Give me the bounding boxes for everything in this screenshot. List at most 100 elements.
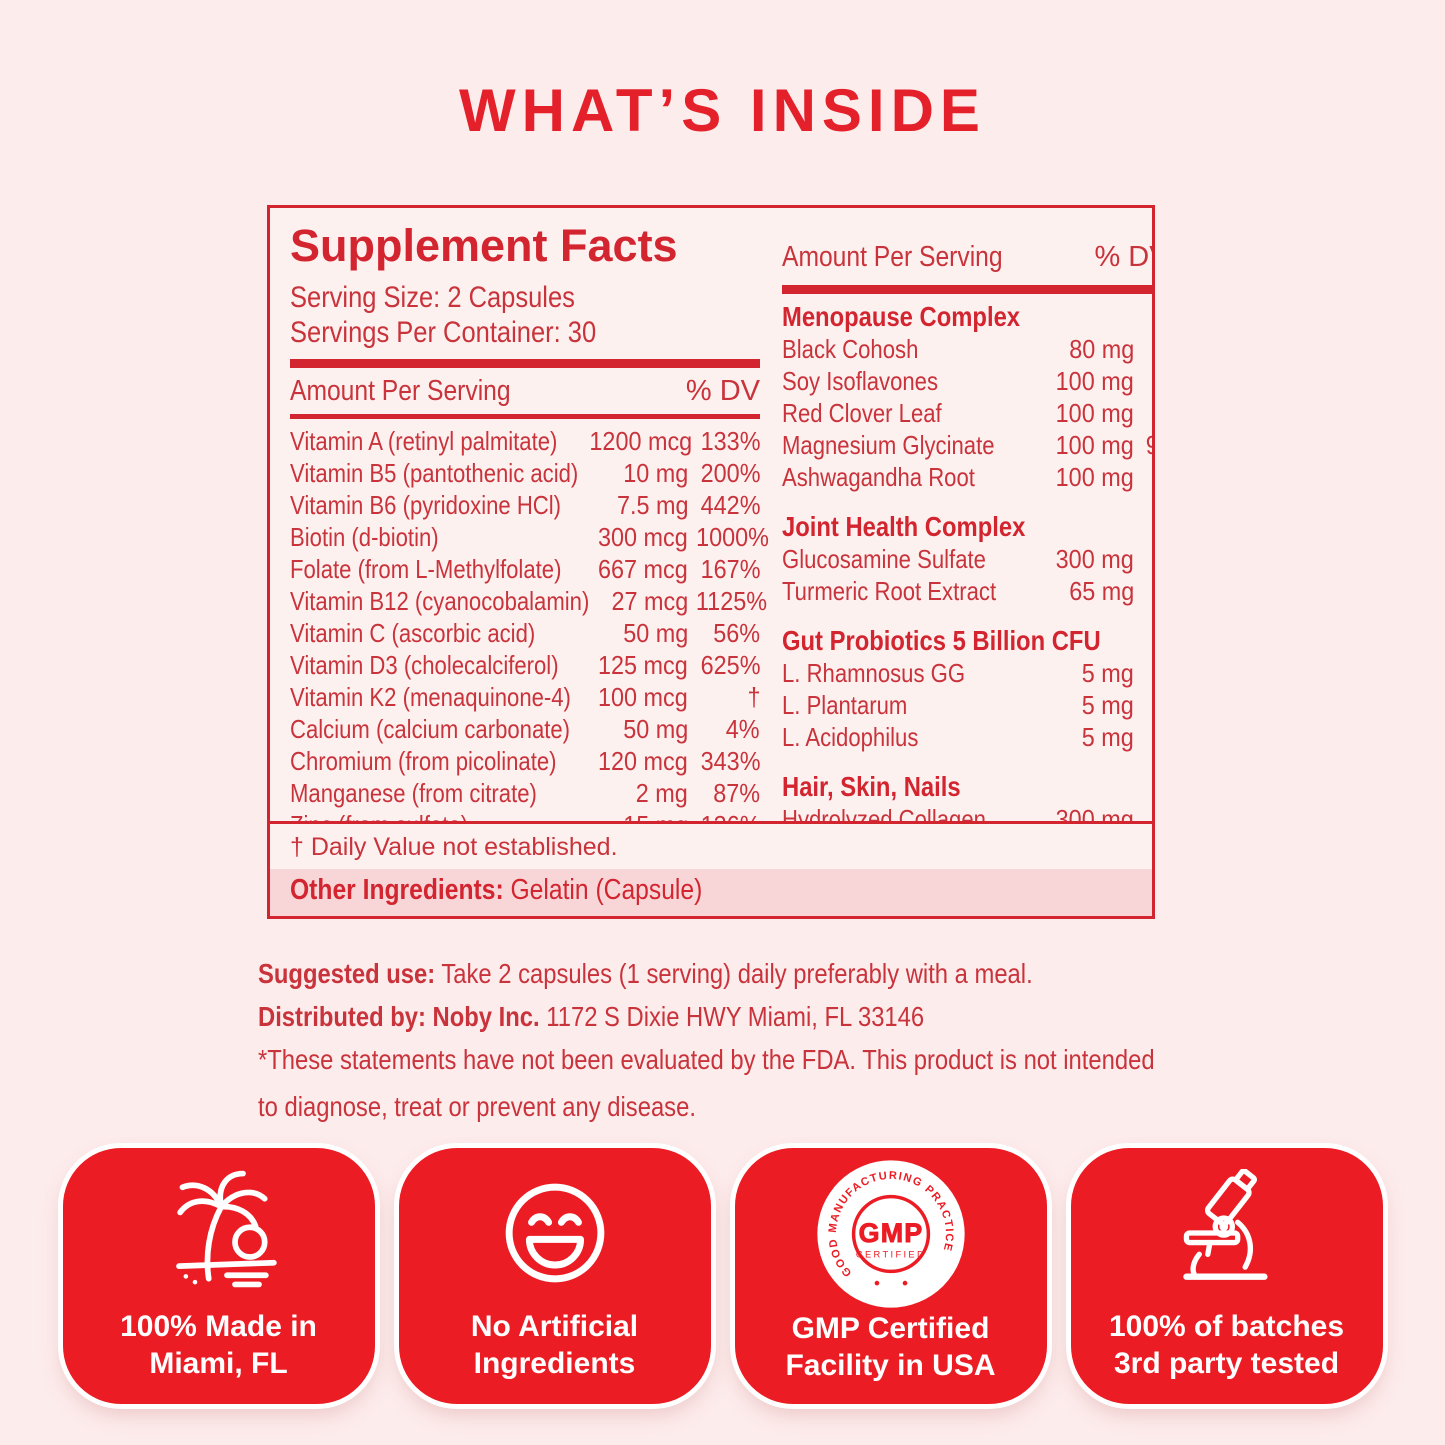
fact-name: Vitamin B12 (cyanocobalamin) <box>290 586 590 616</box>
fact-row: Black Cohosh 80 mg † <box>782 333 1152 365</box>
distributed-by: Distributed by: Noby Inc. 1172 S Dixie H… <box>258 1001 925 1032</box>
fact-dv: 625% <box>700 650 760 680</box>
gmp-seal-icon: GOOD MANUFACTURING PRACTICE GMP CERTIFIE… <box>816 1160 965 1308</box>
percent-dv-label: % DV <box>685 375 760 407</box>
fact-dv: † <box>746 682 760 712</box>
smiley-icon <box>505 1183 604 1283</box>
fact-amount: 5 mg <box>1081 658 1134 688</box>
fda-disclaimer-line-2: to diagnose, treat or prevent any diseas… <box>258 1091 696 1122</box>
fact-amount: 120 mcg <box>598 746 688 776</box>
fact-name: Calcium (calcium carbonate) <box>290 714 571 744</box>
fact-row: Turmeric Root Extract 65 mg † <box>782 575 1152 607</box>
fact-name: Black Cohosh <box>782 334 919 364</box>
fact-amount: 667 mcg <box>598 554 688 584</box>
fact-dv: 87% <box>713 778 760 808</box>
badge-caption: No Artificial Ingredients <box>470 1310 639 1380</box>
fact-amount: 15 mg <box>578 809 688 821</box>
fact-dv: † <box>1134 721 1152 753</box>
daily-value-footnote: † Daily Value not established. <box>270 821 1152 869</box>
left-fact-rows: Vitamin A (retinyl palmitate) 1200 mcg 1… <box>290 425 769 821</box>
fact-name: Ashwagandha Root <box>782 462 975 492</box>
fact-dv: 133% <box>700 426 760 456</box>
fact-dv: 4% <box>726 714 760 744</box>
fact-row: Biotin (d-biotin) 300 mcg 1000% <box>290 521 769 553</box>
fact-name: L. Acidophilus <box>782 722 919 752</box>
badge-no-artificial-ingredients: No Artificial Ingredients <box>398 1148 711 1404</box>
facts-section: Gut Probiotics 5 Billion CFU L. Rhamnosu… <box>782 624 1152 753</box>
divider-bar <box>782 285 1152 294</box>
fact-dv: † <box>1134 689 1152 721</box>
facts-columns: Supplement Facts Serving Size: 2 Capsule… <box>270 208 1152 821</box>
left-column-header: Amount Per Serving % DV <box>290 368 760 414</box>
fact-amount: 300 mcg <box>598 522 688 552</box>
fact-dv: † <box>1134 365 1152 397</box>
fact-dv: † <box>1134 575 1152 607</box>
facts-section-rows: Black Cohosh 80 mg † Soy Isoflavones 100… <box>782 333 1152 493</box>
other-ingredients-value: Gelatin (Capsule) <box>503 874 703 906</box>
fact-row: L. Acidophilus 5 mg † <box>782 721 1152 753</box>
badge-caption: GMP Certified Facility in USA <box>785 1312 996 1382</box>
fact-row: L. Plantarum 5 mg † <box>782 689 1152 721</box>
fact-row: Calcium (calcium carbonate) 50 mg 4% <box>290 713 760 745</box>
fact-amount: 50 mg <box>622 618 688 648</box>
fact-name: Glucosamine Sulfate <box>782 544 986 574</box>
fact-dv: 343% <box>700 746 760 776</box>
fact-amount: 100 mg <box>1055 430 1134 460</box>
fact-amount: 80 mg <box>1068 334 1134 364</box>
fact-name: Vitamin B5 (pantothenic acid) <box>290 458 579 488</box>
fact-name: Soy Isoflavones <box>782 366 939 396</box>
fact-name: Zinc (from sulfate) <box>290 809 578 821</box>
fact-dv: † <box>1134 803 1152 821</box>
fact-amount: 1200 mcg <box>589 426 693 456</box>
fact-amount: 5 mg <box>1081 722 1134 752</box>
facts-section-heading: Joint Health Complex <box>782 511 1026 542</box>
fact-name: L. Plantarum <box>782 690 908 720</box>
right-column-header: Amount Per Serving % DV* <box>782 234 1152 280</box>
fact-row: Chromium (from picolinate) 120 mcg 343% <box>290 745 760 777</box>
fact-amount: 5 mg <box>1081 690 1134 720</box>
fact-row: Ashwagandha Root 100 mg † <box>782 461 1152 493</box>
fact-amount: 50 mg <box>622 714 688 744</box>
fact-row: Zinc (from sulfate) 15 mg 136% <box>290 809 760 821</box>
microscope-icon <box>1182 1169 1268 1280</box>
fact-dv: † <box>1134 397 1152 429</box>
fact-row: Vitamin D3 (cholecalciferol) 125 mcg 625… <box>290 649 760 681</box>
fact-dv: † <box>1134 333 1152 365</box>
fact-amount: 10 mg <box>622 458 688 488</box>
serving-size: Serving Size: 2 Capsules <box>290 281 575 314</box>
fact-name: Manganese (from citrate) <box>290 778 537 808</box>
fact-name: Chromium (from picolinate) <box>290 746 557 776</box>
facts-title: Supplement Facts <box>290 220 678 271</box>
fact-name: Vitamin B6 (pyridoxine HCl) <box>290 490 562 520</box>
fact-dv: 200% <box>700 458 760 488</box>
fact-row: Vitamin C (ascorbic acid) 50 mg 56% <box>290 617 760 649</box>
servings-per-container: Servings Per Container: 30 <box>290 316 597 349</box>
facts-footer: † Daily Value not established. Other Ing… <box>270 821 1152 916</box>
fact-name: Biotin (d-biotin) <box>290 522 439 552</box>
fact-amount: 100 mg <box>1055 462 1134 492</box>
badge-row: 100% Made in Miami, FL No Artificial Ingre… <box>0 1148 1445 1404</box>
right-fact-sections: Menopause Complex Black Cohosh 80 mg † S… <box>782 300 1152 821</box>
facts-section-rows: Glucosamine Sulfate 300 mg † Turmeric Ro… <box>782 543 1152 607</box>
fact-dv: † <box>1134 543 1152 575</box>
fact-name: Vitamin K2 (menaquinone-4) <box>290 682 571 712</box>
fact-dv: 167% <box>700 554 760 584</box>
fact-dv: 1000% <box>696 522 769 552</box>
facts-section-heading: Gut Probiotics 5 Billion CFU <box>782 625 1101 656</box>
fact-row: Hydrolyzed Collagen 300 mg † <box>782 803 1152 821</box>
fact-dv: † <box>1134 461 1152 493</box>
divider-bar <box>290 414 760 419</box>
fda-disclaimer-line-1: *These statements have not been evaluate… <box>258 1044 1155 1075</box>
info-block: Suggested use: Take 2 capsules (1 servin… <box>258 957 1208 1133</box>
badge-gmp-certified: GOOD MANUFACTURING PRACTICE GMP CERTIFIE… <box>734 1148 1047 1404</box>
fact-dv: 56% <box>713 618 760 648</box>
facts-section: Hair, Skin, Nails Hydrolyzed Collagen 30… <box>782 770 1152 821</box>
fact-name: L. Rhamnosus GG <box>782 658 966 688</box>
suggested-use: Suggested use: Take 2 capsules (1 servin… <box>258 958 1033 989</box>
badge-third-party-tested: 100% of batches 3rd party tested <box>1070 1148 1383 1404</box>
fact-row: Red Clover Leaf 100 mg † <box>782 397 1152 429</box>
facts-section-rows: L. Rhamnosus GG 5 mg † L. Plantarum 5 mg… <box>782 657 1152 753</box>
palm-beach-icon <box>175 1170 277 1288</box>
fact-amount: 300 mg <box>1055 544 1134 574</box>
svg-text:CERTIFIED: CERTIFIED <box>855 1249 925 1259</box>
